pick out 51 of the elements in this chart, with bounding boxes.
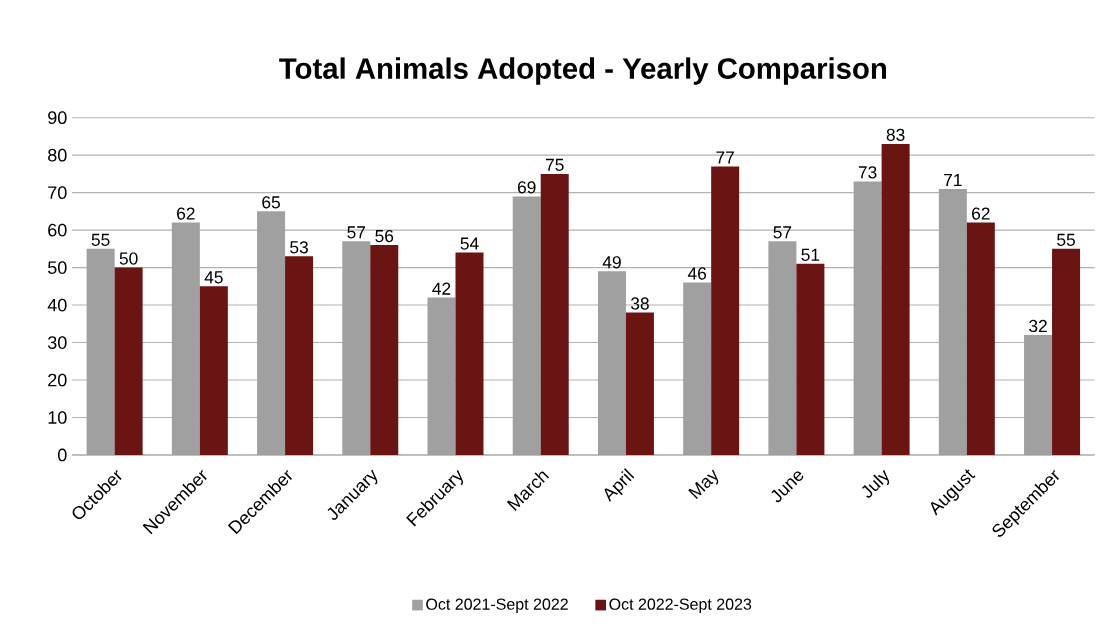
data-label: 65 [262,196,280,209]
data-label: 55 [1057,233,1075,246]
bar [370,245,399,455]
y-tick-label: 60 [48,223,67,237]
data-label: 53 [290,241,308,254]
data-label: 75 [545,158,564,171]
data-label: 45 [204,271,223,284]
y-tick-label: 10 [48,411,67,424]
y-tick-label: 20 [48,373,67,387]
bar [285,256,314,455]
bar [1052,248,1081,455]
data-label: 56 [375,229,394,243]
bar [881,143,910,455]
data-label: 69 [517,181,536,194]
legend-label: Oct 2022-Sept 2023 [609,598,752,614]
bar [199,286,228,455]
data-label: 49 [602,256,621,269]
data-label: 55 [91,233,110,246]
legend-label: Oct 2021-Sept 2022 [426,598,568,614]
bar [114,267,143,455]
bar [966,222,995,455]
bar [711,166,740,455]
data-label: 57 [773,226,792,239]
data-label: 51 [801,248,820,261]
y-tick-label: 40 [47,298,67,312]
y-tick-label: 70 [48,186,67,199]
bar [455,252,484,455]
data-label: 46 [687,267,707,280]
data-label: 77 [716,151,734,164]
data-label: 62 [177,207,195,220]
data-label: 71 [944,174,962,186]
data-label: 83 [886,128,905,141]
data-label: 57 [347,226,366,239]
y-tick-label: 90 [48,111,67,125]
x-tick-label: May [688,469,719,500]
data-label: 54 [460,237,479,250]
data-label: 32 [1029,319,1047,333]
data-label: 42 [432,282,451,295]
data-label: 38 [630,297,649,310]
data-label: 50 [119,252,138,265]
bar [625,312,654,455]
y-tick-label: 30 [47,336,67,349]
y-tick-label: 0 [58,448,67,462]
data-label: 73 [858,166,877,179]
data-label: 62 [972,207,990,220]
x-tick-label: July [861,469,890,498]
y-tick-label: 50 [47,261,67,274]
y-tick-label: 80 [48,148,67,162]
bar [796,263,825,455]
bar [540,173,569,455]
chart-title: Total Animals Adopted - Yearly Comparison [279,57,886,85]
